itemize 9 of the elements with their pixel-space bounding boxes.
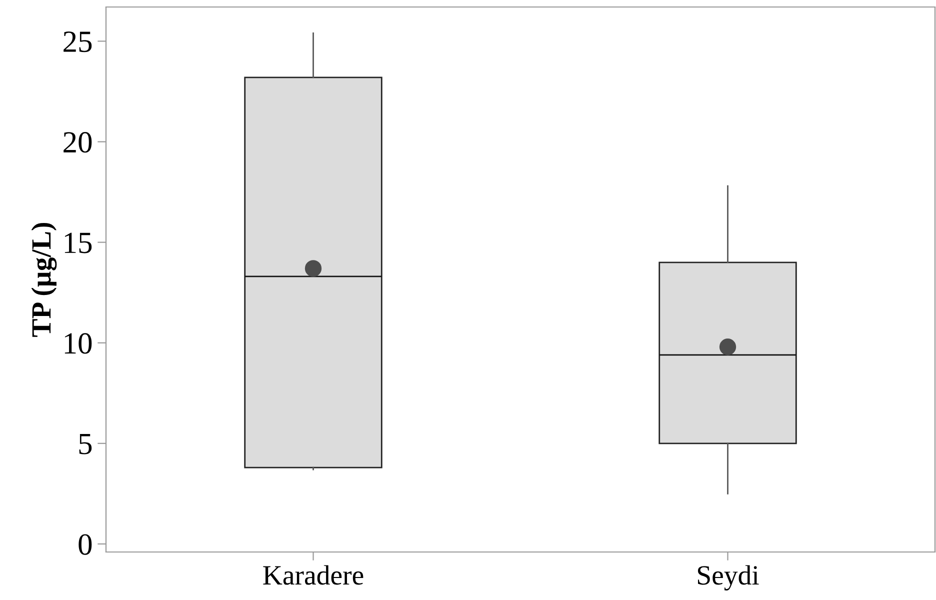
y-tick-label: 10 (64, 333, 92, 354)
y-axis-title: TP (µg/L) (31, 222, 57, 337)
y-tick-label: 0 (78, 534, 92, 555)
y-tick-label: 20 (64, 132, 92, 153)
x-tick-label: Seydi (698, 565, 759, 590)
x-tick-label: Karadere (263, 565, 364, 585)
y-tick-label: 15 (64, 232, 92, 254)
y-tick-label: 5 (79, 434, 92, 454)
y-tick-label: 25 (64, 32, 92, 52)
